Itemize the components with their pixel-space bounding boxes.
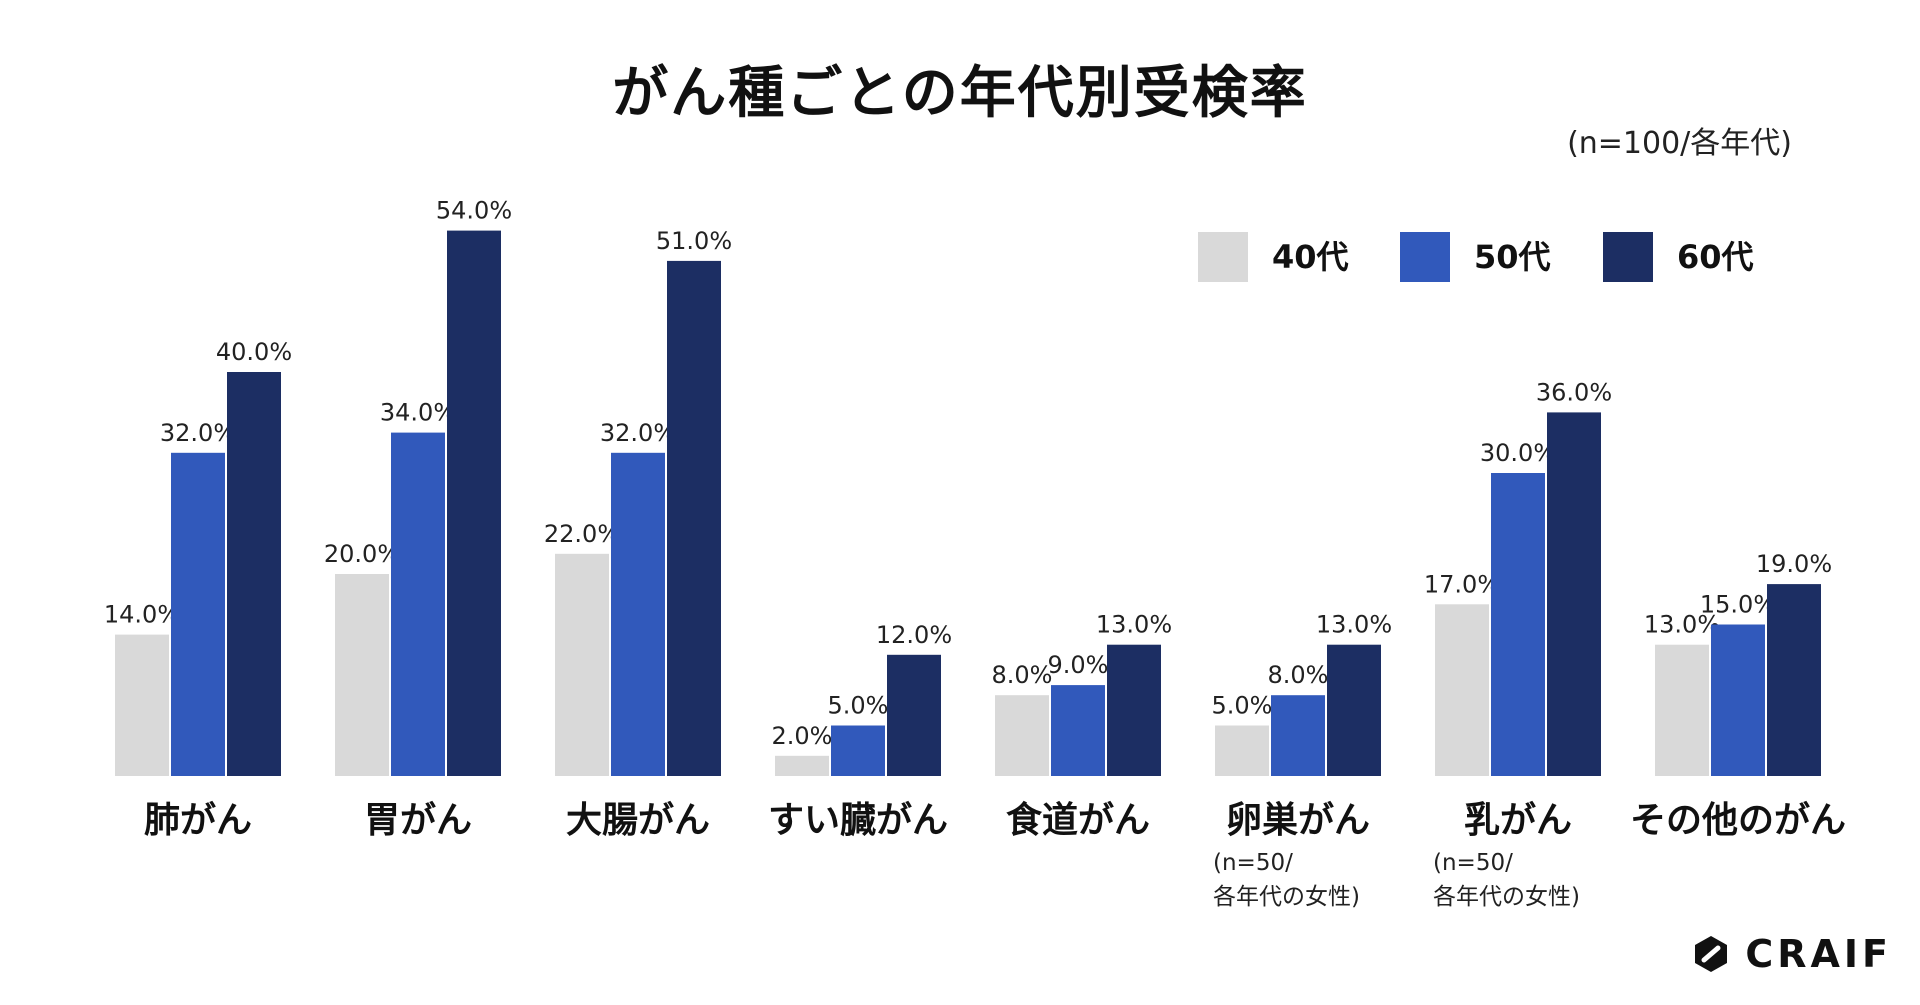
bar-50代-卵巣がん — [1271, 695, 1325, 776]
bar-60代-大腸がん — [667, 260, 721, 776]
bar-40代-胃がん — [335, 574, 389, 776]
data-label: 22.0% — [544, 520, 620, 548]
legend-label: 60代 — [1677, 238, 1754, 276]
brand-name: CRAIF — [1745, 932, 1892, 976]
data-label: 36.0% — [1536, 378, 1612, 406]
bar-50代-食道がん — [1051, 685, 1105, 776]
bar-50代-すい臓がん — [831, 725, 885, 776]
bar-60代-食道がん — [1107, 644, 1161, 776]
bar-50代-乳がん — [1491, 473, 1545, 776]
legend-label: 50代 — [1474, 238, 1551, 276]
sample-size-note: (n=100/各年代) — [1567, 126, 1792, 161]
category-label: その他のがん — [1630, 800, 1846, 841]
category-label: 乳がん — [1464, 800, 1572, 841]
chart-title: がん種ごとの年代別受検率 — [612, 61, 1308, 126]
bar-40代-食道がん — [995, 695, 1049, 776]
bar-50代-胃がん — [391, 432, 445, 776]
category-label: 食道がん — [1006, 800, 1150, 841]
craif-logo-icon — [1695, 936, 1728, 972]
data-label: 54.0% — [436, 197, 512, 225]
bar-50代-その他のがん — [1711, 624, 1765, 776]
bar-40代-その他のがん — [1655, 644, 1709, 776]
legend-swatch-40代 — [1198, 232, 1248, 282]
bar-60代-乳がん — [1547, 412, 1601, 776]
category-label: 卵巣がん — [1226, 800, 1370, 841]
bar-60代-その他のがん — [1767, 584, 1821, 776]
category-note: (n=50/ — [1213, 850, 1293, 876]
data-label: 32.0% — [160, 419, 236, 447]
data-label: 5.0% — [1212, 692, 1273, 720]
data-label: 34.0% — [380, 399, 456, 427]
category-note: (n=50/ — [1433, 850, 1513, 876]
bar-40代-肺がん — [115, 634, 169, 776]
data-label: 5.0% — [828, 692, 889, 720]
bar-40代-すい臓がん — [775, 755, 829, 776]
data-label: 14.0% — [104, 601, 180, 629]
data-label: 15.0% — [1700, 591, 1776, 619]
category-label: 胃がん — [364, 800, 472, 841]
bar-60代-卵巣がん — [1327, 644, 1381, 776]
data-label: 17.0% — [1424, 570, 1500, 598]
bar-60代-胃がん — [447, 230, 501, 777]
bar-40代-卵巣がん — [1215, 725, 1269, 776]
bar-50代-肺がん — [171, 452, 225, 776]
data-label: 13.0% — [1644, 611, 1720, 639]
legend-label: 40代 — [1272, 238, 1349, 276]
legend-swatch-50代 — [1400, 232, 1450, 282]
data-label: 12.0% — [876, 621, 952, 649]
data-label: 51.0% — [656, 227, 732, 255]
data-label: 2.0% — [772, 722, 833, 750]
bar-40代-乳がん — [1435, 604, 1489, 776]
data-label: 13.0% — [1316, 611, 1392, 639]
bar-60代-すい臓がん — [887, 654, 941, 776]
data-label: 8.0% — [1268, 661, 1329, 689]
category-label: 肺がん — [144, 800, 252, 841]
data-label: 30.0% — [1480, 439, 1556, 467]
data-label: 8.0% — [992, 661, 1053, 689]
category-label: 大腸がん — [566, 800, 710, 841]
data-label: 20.0% — [324, 540, 400, 568]
data-label: 19.0% — [1756, 550, 1832, 578]
bar-60代-肺がん — [227, 372, 281, 776]
data-label: 32.0% — [600, 419, 676, 447]
category-note: 各年代の女性) — [1433, 884, 1580, 910]
data-label: 40.0% — [216, 338, 292, 366]
data-label: 9.0% — [1048, 651, 1109, 679]
category-note: 各年代の女性) — [1213, 884, 1360, 910]
category-label: すい臓がん — [768, 800, 948, 841]
brand-logo: CRAIF — [1691, 932, 1892, 976]
bar-50代-大腸がん — [611, 452, 665, 776]
data-label: 13.0% — [1096, 611, 1172, 639]
bar-40代-大腸がん — [555, 553, 609, 776]
legend-swatch-60代 — [1603, 232, 1653, 282]
